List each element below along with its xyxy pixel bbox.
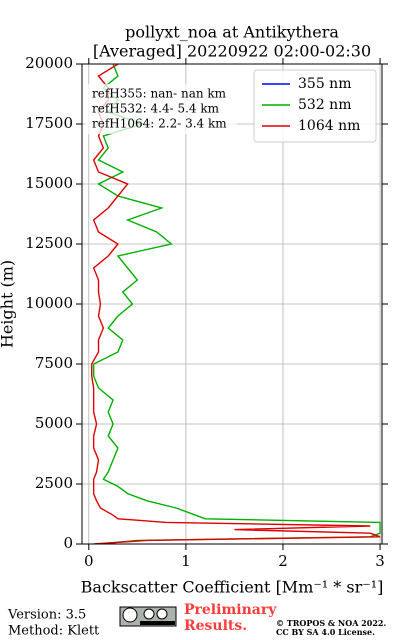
y-tick-label: 0 [63,534,73,552]
y-tick-label: 17500 [25,114,73,132]
x-tick-label: 3 [375,552,385,570]
legend-label: 355 nm [298,76,351,92]
legend-box [253,69,377,143]
y-tick-label: 7500 [35,354,73,372]
annotation: refH532: 4.4- 5.4 km [92,102,220,116]
x-tick-label: 2 [278,552,288,570]
chart-subtitle: [Averaged] 20220922 02:00-02:30 [93,42,371,61]
y-tick-label: 12500 [25,234,73,252]
y-axis-label: Height (m) [0,260,17,348]
version: Version: 3.5 [7,608,86,623]
copyright: © TROPOS & NOA 2022. [276,618,386,628]
y-tick-label: 20000 [25,54,73,72]
legend-label: 532 nm [298,97,351,113]
y-tick-label: 5000 [35,414,73,432]
x-tick-label: 0 [84,552,94,570]
cc-badge [119,606,177,627]
plot-lines [91,64,381,544]
profile-line [91,64,381,544]
status-line-1: Preliminary Results. [184,602,277,634]
profile-line [92,64,381,544]
legend-label: 1064 nm [298,118,360,134]
y-tick-label: 10000 [25,294,73,312]
x-tick-label: 1 [181,552,191,570]
y-tick-label: 2500 [35,474,73,492]
method: Method: Klett [8,624,100,639]
license: CC BY SA 4.0 License. [276,627,375,637]
chart-title: pollyxt_noa at Antikythera [125,23,339,42]
plot-frame [81,63,383,545]
x-axis-label: Backscatter Coefficient [Mm⁻¹ * sr⁻¹] [81,578,384,597]
y-tick-label: 15000 [25,174,73,192]
annotation: refH1064: 2.2- 3.4 km [92,117,227,131]
annotation: refH355: nan- nan km [92,87,227,101]
annotation-box [85,84,237,134]
